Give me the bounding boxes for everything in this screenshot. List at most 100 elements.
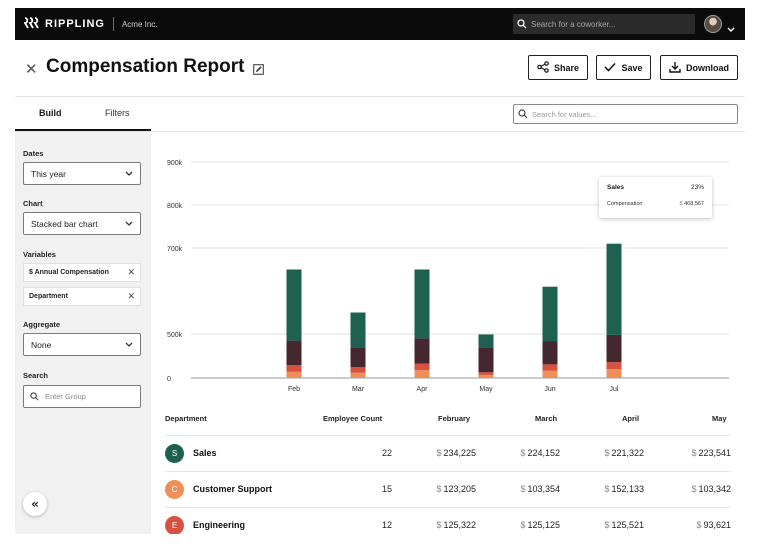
bar-segment[interactable] [414,370,430,378]
variables-label: Variables [23,250,56,259]
download-label: Download [686,62,729,73]
bar-segment[interactable] [414,338,430,364]
aggregate-label: Aggregate [23,320,61,329]
logo-mark-icon [23,16,40,32]
department-name: Sales [193,448,217,458]
rippling-logo[interactable]: RIPPLING Acme Inc. [23,16,158,32]
chevron-down-icon[interactable] [727,20,735,38]
column-header-april[interactable]: April [622,414,640,423]
remove-variable-icon[interactable]: ✕ [127,267,135,278]
x-tick-label: Jun [544,386,555,393]
bar-segment[interactable] [606,243,622,335]
chart-tooltip: Sales 23% Compensation $ 468,567 [599,177,712,218]
x-tick-label: Mar [352,386,365,393]
header-divider [15,96,745,97]
tooltip-percent: 23% [690,184,704,191]
y-tick-label: 800k [167,203,183,210]
table-row[interactable]: S Sales 22 $234,225 $224,152 $221,322 $223,541 [165,435,731,471]
bar-segment[interactable] [350,347,366,367]
tabs-divider [15,131,745,132]
column-header-march[interactable]: March [535,414,558,423]
april-amount: 125,521 [611,520,644,530]
column-header-february[interactable]: February [438,414,471,423]
y-tick-label: 0 [167,376,171,383]
may-amount: 103,342 [698,484,731,494]
chevron-down-icon [125,169,133,179]
share-button[interactable]: Share [528,55,588,80]
department-initial: E [171,521,178,530]
tab-filters[interactable]: Filters [105,108,130,118]
tooltip-metric: Compensation [607,201,643,207]
bar-segment[interactable] [286,371,302,378]
currency-symbol: $ [696,520,702,530]
coworker-search[interactable]: Search for a coworker... [513,14,695,34]
february-amount: 234,225 [443,448,476,458]
check-icon [604,62,617,74]
bar-segment[interactable] [542,286,558,342]
bar-segment[interactable] [606,334,622,363]
table-row[interactable]: E Engineering 12 $125,322 $125,125 $125,521 $9… [165,507,731,534]
department-avatar: S [165,444,184,463]
download-button[interactable]: Download [660,55,738,80]
bar-segment[interactable] [542,370,558,378]
currency-symbol: $ [691,448,697,458]
chart-type-select[interactable]: Stacked bar chart [23,212,141,235]
bar-segment[interactable] [414,269,430,339]
edit-icon[interactable] [253,62,264,80]
values-search-placeholder: Search for values... [532,109,597,119]
search-icon [513,19,531,29]
bar-segment[interactable] [542,341,558,365]
bar-segment[interactable] [286,340,302,366]
coworker-search-placeholder: Search for a coworker... [531,19,616,29]
user-avatar[interactable] [704,15,722,33]
bar-segment[interactable] [414,363,430,371]
bar-segment[interactable] [478,374,494,378]
aggregate-select[interactable]: None [23,333,141,356]
table-row[interactable]: C Customer Support 15 $123,205 $103,354 $152,… [165,471,731,507]
variable-chip-label: $ Annual Compensation [29,269,109,276]
x-tick-label: Apr [417,386,429,393]
bar-segment[interactable] [286,269,302,341]
app-frame: RIPPLING Acme Inc. Search for a coworker… [15,8,745,534]
may-value: $103,342 [691,484,731,494]
bar-segment[interactable] [350,367,366,373]
bar-segment[interactable] [478,347,494,373]
march-value: $125,125 [520,520,560,530]
bar-segment[interactable] [286,365,302,372]
close-icon[interactable]: ✕ [25,60,38,78]
column-header-department[interactable]: Department [165,414,207,423]
bar-segment[interactable] [606,362,622,370]
april-value: $125,521 [604,520,644,530]
bar-segment[interactable] [350,312,366,348]
download-icon [669,61,681,75]
bar-segment[interactable] [478,372,494,375]
dates-value: This year [31,168,66,179]
department-initial: S [171,449,178,458]
april-amount: 152,133 [611,484,644,494]
remove-variable-icon[interactable]: ✕ [127,291,135,302]
tooltip-amount: 468,567 [684,201,704,207]
builder-sidebar: Dates This year Chart Stacked bar chart … [15,132,151,534]
values-search[interactable]: Search for values... [513,104,738,124]
column-header-may[interactable]: May [712,414,727,423]
bar-segment[interactable] [606,369,622,378]
tooltip-amount-wrap: $ 468,567 [680,201,704,207]
bar-segment[interactable] [542,364,558,371]
employee-count: 15 [381,484,392,494]
department-initial: C [171,485,178,494]
april-value: $221,322 [604,448,644,458]
y-tick-label: 500k [167,332,183,339]
column-header-employee-count[interactable]: Employee Count [323,414,383,423]
collapse-sidebar-button[interactable]: « [23,492,47,516]
group-search-input[interactable]: Enter Group [23,385,141,408]
x-tick-label: May [479,386,493,393]
february-value: $123,205 [436,484,476,494]
dates-select[interactable]: This year [23,162,141,185]
bar-segment[interactable] [478,334,494,348]
chevron-down-icon [125,219,133,229]
currency-symbol: $ [691,484,697,494]
bar-segment[interactable] [350,372,366,378]
save-button[interactable]: Save [596,55,651,80]
tab-build[interactable]: Build [39,108,62,118]
search-label: Search [23,371,49,380]
